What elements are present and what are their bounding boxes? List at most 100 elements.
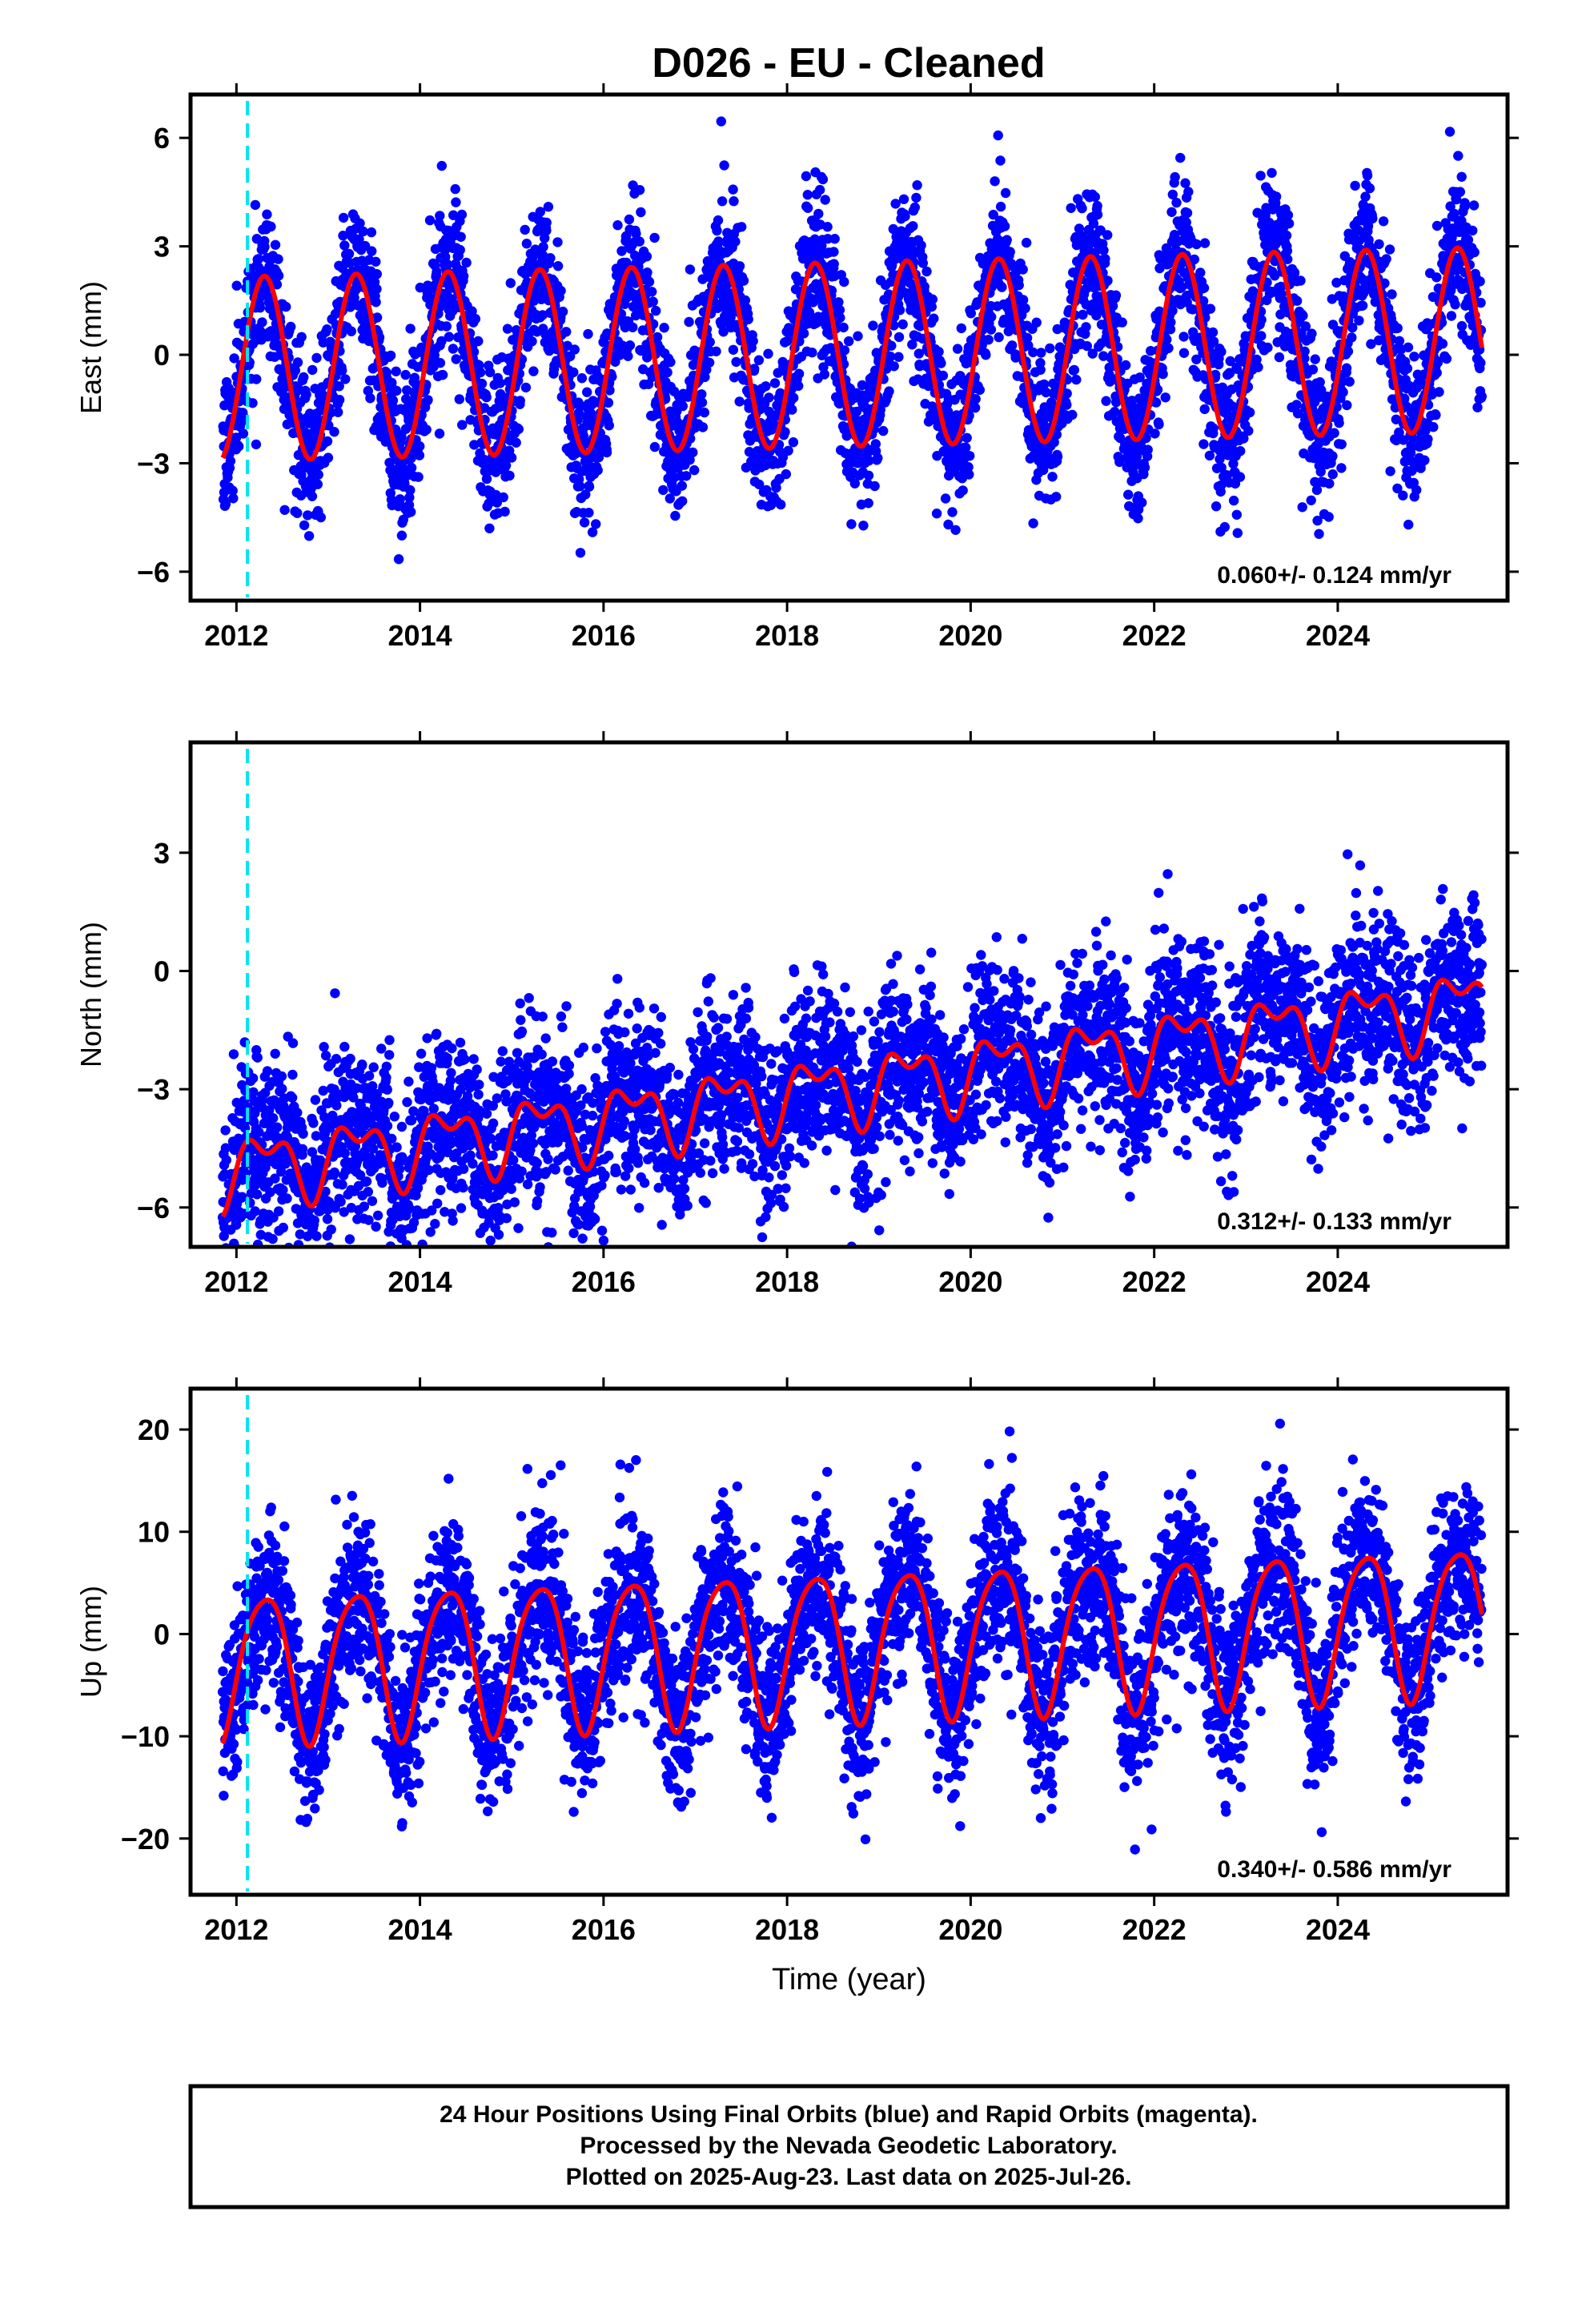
data-point	[303, 510, 313, 521]
data-point	[1434, 387, 1444, 397]
data-point	[1354, 316, 1364, 326]
data-point	[406, 507, 416, 517]
data-point	[1139, 462, 1150, 473]
data-point	[315, 512, 326, 523]
data-point	[435, 358, 446, 368]
data-point	[1324, 478, 1335, 489]
data-point	[365, 393, 375, 404]
data-point	[926, 301, 938, 312]
data-point	[833, 297, 844, 308]
data-point	[863, 498, 873, 509]
data-point	[470, 314, 481, 324]
data-point	[764, 392, 774, 403]
data-point	[769, 378, 781, 388]
y-axis-label: East (mm)	[74, 281, 107, 414]
data-point	[568, 367, 579, 378]
data-point	[1441, 353, 1452, 364]
data-point	[665, 356, 676, 368]
data-point	[615, 350, 625, 360]
data-point	[995, 155, 1006, 166]
data-point	[624, 214, 635, 225]
data-point	[927, 294, 938, 304]
data-point	[704, 357, 715, 368]
data-point	[628, 301, 639, 312]
data-point	[451, 354, 461, 364]
data-point	[813, 208, 824, 219]
data-point	[839, 345, 850, 356]
observation-points	[218, 116, 1488, 565]
data-point	[1327, 469, 1338, 480]
data-point	[338, 231, 348, 241]
data-point	[461, 257, 472, 268]
data-point	[292, 508, 303, 518]
data-point	[659, 323, 669, 333]
data-point	[1051, 429, 1062, 440]
data-point	[716, 116, 726, 127]
data-point	[634, 185, 645, 195]
data-point	[1431, 272, 1442, 283]
data-point	[728, 184, 738, 195]
data-point	[1195, 267, 1206, 278]
data-point	[1211, 501, 1222, 512]
data-point	[251, 439, 262, 450]
data-point	[1081, 322, 1091, 332]
data-point	[259, 241, 270, 252]
data-point	[313, 469, 323, 480]
data-point	[441, 321, 452, 332]
data-point	[538, 242, 548, 252]
data-point	[334, 381, 344, 392]
x-tick-label: 2012	[204, 619, 268, 652]
data-point	[448, 344, 459, 354]
data-point	[738, 275, 749, 286]
data-point	[322, 436, 333, 447]
data-point	[717, 196, 728, 207]
data-point	[220, 1125, 231, 1136]
data-point	[395, 494, 405, 505]
data-point	[986, 312, 997, 322]
data-point	[1071, 374, 1082, 385]
data-point	[229, 353, 239, 364]
data-point	[1364, 183, 1375, 194]
data-point	[681, 471, 692, 481]
data-point	[990, 176, 1000, 187]
y-tick-label: −6	[137, 556, 170, 589]
data-point	[234, 441, 244, 452]
data-point	[484, 367, 496, 378]
data-point	[649, 441, 661, 452]
data-point	[584, 508, 594, 518]
data-point	[1468, 225, 1478, 236]
data-point	[371, 297, 381, 308]
data-point	[712, 225, 722, 236]
data-point	[734, 261, 745, 271]
data-point	[628, 322, 638, 332]
data-point	[829, 259, 839, 269]
data-point	[290, 365, 300, 376]
data-point	[334, 395, 345, 405]
data-point	[440, 244, 451, 255]
data-point	[917, 258, 929, 268]
data-point	[504, 470, 515, 481]
data-point	[780, 427, 790, 437]
data-point	[988, 209, 998, 220]
data-point	[1014, 279, 1024, 291]
data-point	[970, 403, 981, 413]
data-point	[1000, 187, 1011, 199]
data-point	[981, 350, 991, 360]
data-point	[1219, 521, 1231, 533]
data-point	[1235, 446, 1246, 456]
data-point	[223, 1256, 233, 1265]
data-point	[1314, 529, 1324, 539]
data-point	[1022, 332, 1033, 344]
data-point	[1444, 127, 1456, 137]
data-point	[227, 485, 238, 496]
data-point	[1018, 264, 1028, 275]
data-point	[1205, 304, 1216, 314]
data-point	[1020, 303, 1030, 314]
data-point	[644, 276, 655, 287]
data-point	[719, 160, 729, 171]
data-point	[1423, 434, 1433, 444]
data-point	[556, 285, 566, 296]
data-point	[1102, 230, 1113, 240]
data-point	[436, 336, 447, 347]
data-point	[592, 465, 603, 476]
